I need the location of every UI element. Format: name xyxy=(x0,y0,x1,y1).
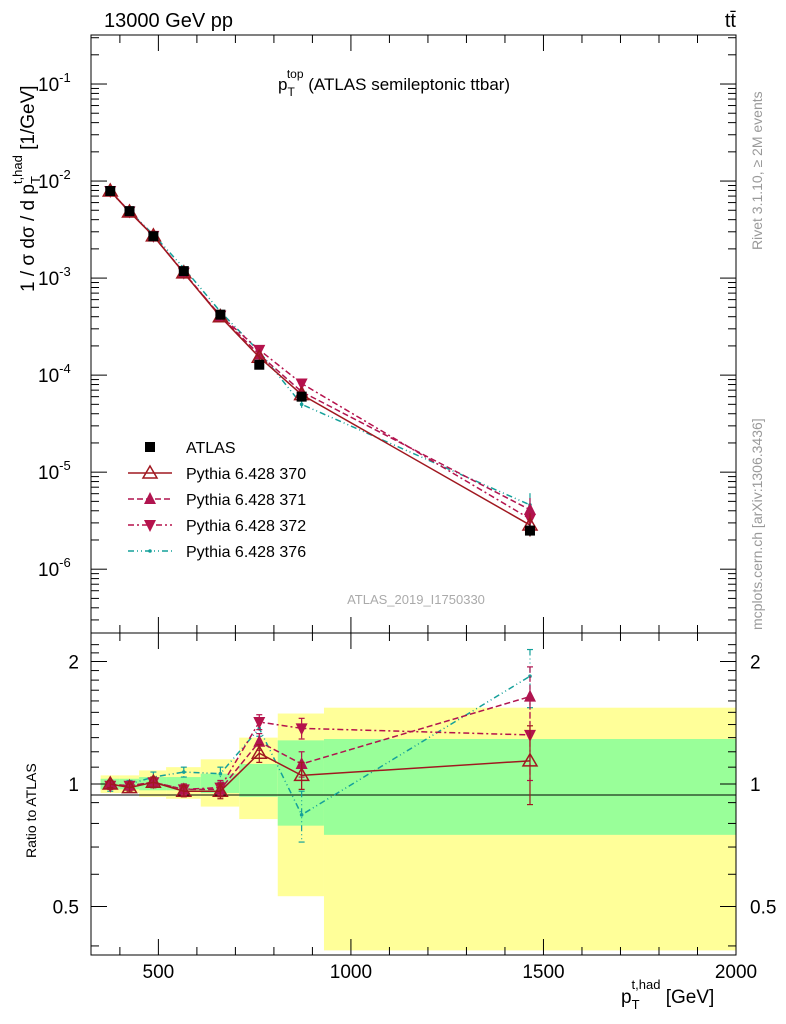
ratio-y-tick-label: 0.5 xyxy=(53,897,79,918)
series-line-s371 xyxy=(109,190,531,511)
ratio-point-s370 xyxy=(293,766,310,782)
data-point-s372 xyxy=(295,378,308,391)
y-tick-label: 10-6 xyxy=(38,555,71,581)
data-point-data xyxy=(254,359,265,370)
x-tick-label: 1500 xyxy=(522,962,564,983)
ratio-point-s371 xyxy=(523,689,536,702)
ratio-point-s376 xyxy=(299,813,304,817)
ratio-line-s376 xyxy=(110,675,531,816)
ratio-y-tick-label: 2 xyxy=(68,653,79,674)
ratio-point-s370 xyxy=(212,782,229,797)
x-axis-label: pTt,had [GeV] xyxy=(621,977,714,1012)
legend-marker-s372 xyxy=(144,520,156,532)
ratio-point-s370 xyxy=(250,744,268,760)
data-point-s371 xyxy=(523,502,536,515)
y-tick-label: 10-1 xyxy=(38,70,71,96)
main-axis-ticks xyxy=(91,35,737,633)
ratio-point-s376 xyxy=(218,771,223,776)
ratio-point-s370 xyxy=(145,773,162,788)
header-right: tt̄ xyxy=(725,10,737,32)
legend-label: Pythia 6.428 372 xyxy=(186,518,306,535)
y-tick-label: 10-4 xyxy=(38,361,71,387)
ratio-y-tick-label-right: 1 xyxy=(750,775,761,796)
y-tick-label: 10-2 xyxy=(38,167,71,193)
analysis-watermark: ATLAS_2019_I1750330 xyxy=(347,592,485,607)
series-line-s372 xyxy=(109,190,531,520)
ratio-y-axis-label: Ratio to ATLAS xyxy=(23,763,39,858)
ratio-point-s372 xyxy=(295,723,308,736)
x-tick-label: 500 xyxy=(143,962,175,983)
rivet-label: Rivet 3.1.10, ≥ 2M events xyxy=(749,91,765,250)
ratio-point-s376 xyxy=(182,770,186,774)
x-tick-label: 1000 xyxy=(330,962,372,983)
series-line-s376 xyxy=(109,191,531,506)
ratio-y-tick-label-right: 0.5 xyxy=(750,897,776,918)
main-series-layer xyxy=(101,182,539,537)
ratio-point-s370 xyxy=(175,782,193,797)
band-inner xyxy=(277,740,324,826)
y-tick-label: 10-3 xyxy=(38,264,71,290)
ratio-line-s371 xyxy=(110,695,531,791)
data-point-data xyxy=(105,185,116,196)
legend-label: Pythia 6.428 376 xyxy=(186,544,306,561)
band-inner xyxy=(239,763,278,797)
ratio-y-tick-labels: 2 2 1 1 0.5 0.5 xyxy=(53,653,777,919)
ratio-point-s371 xyxy=(253,734,266,747)
data-point-data xyxy=(124,206,135,217)
ratio-point-s370 xyxy=(121,779,138,794)
legend-marker-s376 xyxy=(148,549,152,553)
data-point-s376 xyxy=(299,402,304,407)
ratio-y-tick-label-right: 2 xyxy=(750,653,761,674)
data-point-data xyxy=(215,309,226,320)
series-line-s370 xyxy=(109,190,531,526)
legend-marker-s371 xyxy=(144,492,156,504)
ratio-y-tick-label: 1 xyxy=(68,775,79,796)
data-point-data xyxy=(524,525,535,536)
legend-marker-s370 xyxy=(141,464,159,479)
ratio-series-layer xyxy=(101,648,539,843)
ratio-point-s370 xyxy=(101,775,119,790)
header-left: 13000 GeV pp xyxy=(104,10,233,32)
main-title: pTtop (ATLAS semileptonic ttbar) xyxy=(278,67,510,99)
ratio-panel-frame xyxy=(90,632,737,956)
mcplots-label: mcplots.cern.ch [arXiv:1306.3436] xyxy=(749,418,765,630)
legend-label: ATLAS xyxy=(186,440,236,457)
legend-label: Pythia 6.428 371 xyxy=(186,492,306,509)
x-tick-labels: 500 1000 1500 2000 xyxy=(143,962,758,983)
data-point-data xyxy=(178,266,189,277)
legend-label: Pythia 6.428 370 xyxy=(186,466,306,483)
data-point-data xyxy=(148,231,159,242)
ratio-point-s372 xyxy=(253,717,266,730)
data-point-data xyxy=(296,391,307,402)
legend-marker-data xyxy=(145,442,155,452)
legend: ATLAS Pythia 6.428 370 Pythia 6.428 371 Pyt… xyxy=(128,440,306,561)
y-tick-label: 10-5 xyxy=(38,458,71,484)
x-tick-label: 2000 xyxy=(715,962,757,983)
main-y-axis-label: 1 / σ dσ / d pTt,had [1/GeV] xyxy=(10,85,43,292)
ratio-point-s370 xyxy=(521,752,539,767)
main-y-tick-labels: 10-1 10-2 10-3 10-4 10-5 10-6 xyxy=(38,70,71,581)
